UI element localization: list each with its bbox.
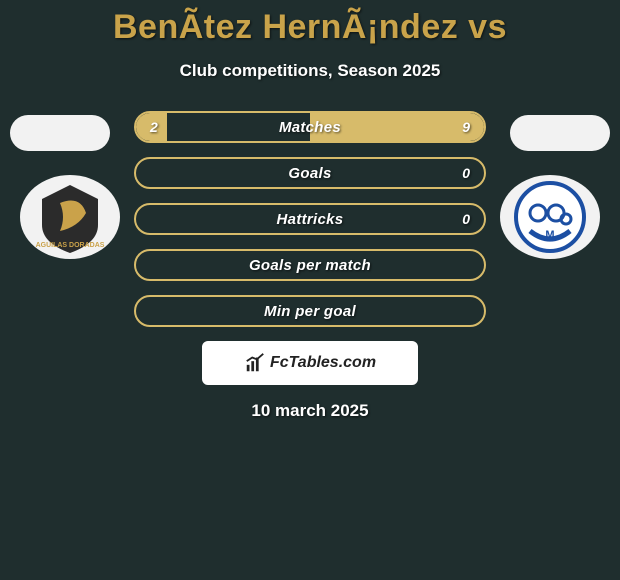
- club-crest-left-icon: AGUILAS DORADAS: [20, 175, 120, 259]
- player-avatar-right: [510, 115, 610, 151]
- stat-value-right: 0: [462, 159, 470, 187]
- brand-label: FcTables.com: [270, 354, 376, 372]
- club-crest-right-icon: M: [500, 175, 600, 259]
- page-title: BenÃ­tez HernÃ¡ndez vs: [0, 0, 620, 47]
- stat-label: Goals per match: [136, 251, 484, 279]
- stat-value-right: 9: [462, 113, 470, 141]
- club-badge-left: AGUILAS DORADAS: [20, 175, 120, 259]
- stat-bar-matches: 2 Matches 9: [134, 111, 486, 143]
- brand-box[interactable]: FcTables.com: [202, 341, 418, 385]
- stat-value-right: 0: [462, 205, 470, 233]
- club-badge-right: M: [500, 175, 600, 259]
- stat-label: Min per goal: [136, 297, 484, 325]
- stat-label: Hattricks: [136, 205, 484, 233]
- stat-label: Matches: [136, 113, 484, 141]
- svg-text:AGUILAS DORADAS: AGUILAS DORADAS: [36, 242, 105, 249]
- stat-bar-goals: Goals 0: [134, 157, 486, 189]
- comparison-area: AGUILAS DORADAS M 2 Matches 9 Goals 0: [0, 111, 620, 421]
- subtitle: Club competitions, Season 2025: [0, 61, 620, 81]
- stat-bars: 2 Matches 9 Goals 0 Hattricks 0 Goals pe…: [134, 111, 486, 327]
- svg-text:M: M: [545, 229, 554, 241]
- stat-bar-hattricks: Hattricks 0: [134, 203, 486, 235]
- date-label: 10 march 2025: [0, 401, 620, 421]
- chart-icon: [244, 352, 266, 374]
- player-avatar-left: [10, 115, 110, 151]
- stat-bar-min-per-goal: Min per goal: [134, 295, 486, 327]
- stat-label: Goals: [136, 159, 484, 187]
- stat-bar-goals-per-match: Goals per match: [134, 249, 486, 281]
